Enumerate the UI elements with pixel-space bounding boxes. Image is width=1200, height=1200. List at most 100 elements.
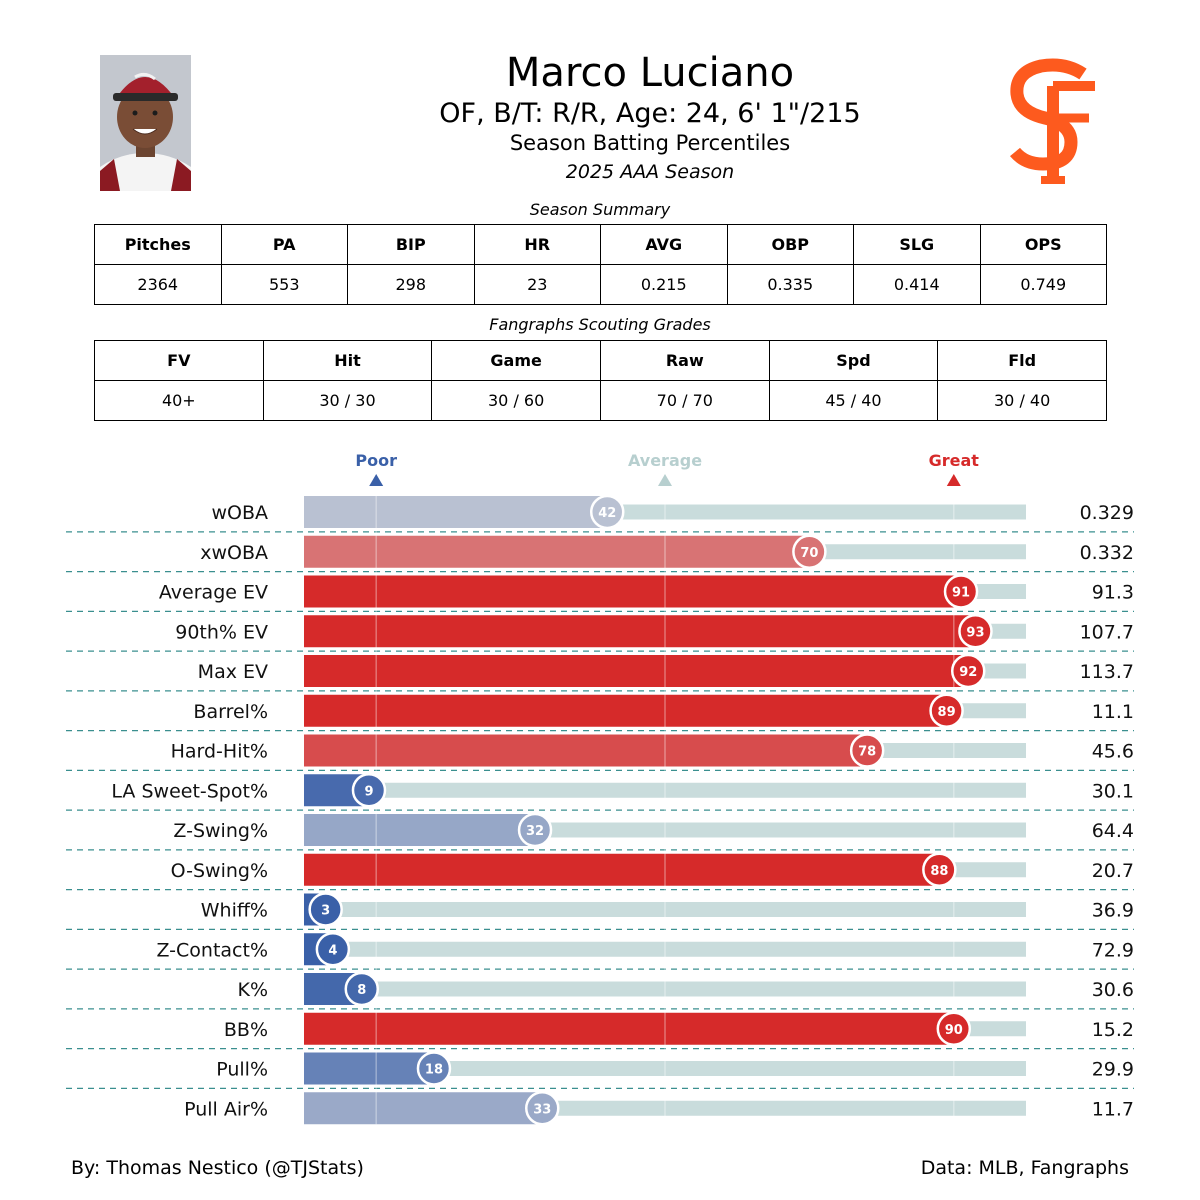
bar-track-k: [304, 981, 1026, 997]
scouting-value-spd: 45 / 40: [768, 380, 939, 421]
percentile-dot-k: [344, 971, 380, 1007]
summary-header-ops: OPS: [979, 224, 1107, 265]
summary-header-bip: BIP: [347, 224, 475, 265]
percentile-label-max-ev: 92: [959, 665, 977, 680]
bar-track-whiff: [304, 902, 1026, 917]
summary-value-bip: 298: [347, 264, 475, 305]
scouting-value-fv: 40+: [94, 380, 264, 421]
percentile-label-bb: 90: [945, 1023, 963, 1038]
season-summary-table: Pitches PA BIP HR AVG OBP SLG OPS 2364 5…: [94, 224, 1107, 305]
category-label-pull-air: Pull Air%: [184, 1098, 268, 1120]
season-summary-value-row: 2364 553 298 23 0.215 0.335 0.414 0.749: [94, 264, 1107, 305]
report-subtitle: Season Batting Percentiles: [509, 131, 791, 155]
marker-triangle-average: [658, 474, 672, 486]
scouting-value-hit: 30 / 30: [262, 380, 433, 421]
summary-value-hr: 23: [473, 264, 601, 305]
scouting-header-spd: Spd: [768, 340, 939, 381]
percentile-dot-pull: [416, 1051, 452, 1086]
stat-value-o-swing: 20.7: [1092, 860, 1134, 882]
season-summary-header-row: Pitches PA BIP HR AVG OBP SLG OPS: [94, 224, 1107, 265]
stat-value-max-ev: 113.7: [1080, 661, 1134, 683]
percentile-dot-hard-hit: [849, 733, 885, 768]
category-label-bb: BB%: [224, 1019, 268, 1041]
summary-value-pa: 553: [220, 264, 348, 305]
marker-label-great: Great: [929, 451, 980, 470]
percentile-dot-z-contact: [315, 932, 351, 967]
percentile-label-la-sweet-spot: 9: [364, 784, 373, 799]
scouting-value-fld: 30 / 40: [937, 380, 1107, 421]
bar-track-la-sweet-spot: [304, 782, 1026, 798]
percentile-dot-90th-ev: [958, 614, 993, 649]
summary-header-slg: SLG: [853, 224, 981, 265]
scouting-header-game: Game: [431, 340, 601, 381]
bar-track-pull: [304, 1061, 1026, 1076]
percentile-dot-barrel: [929, 693, 964, 728]
category-label-z-swing: Z-Swing%: [173, 820, 268, 842]
category-label-xwoba: xwOBA: [200, 542, 268, 564]
percentile-dot-pull-air: [525, 1091, 560, 1126]
data-source: Data: MLB, Fangraphs: [920, 1157, 1129, 1179]
bar-z-swing: [304, 814, 536, 846]
bar-o-swing: [304, 853, 940, 886]
scouting-header-raw: Raw: [599, 340, 770, 381]
marker-triangle-great: [946, 474, 961, 486]
summary-value-ops: 0.749: [979, 264, 1107, 305]
percentile-dot-xwoba: [792, 534, 827, 569]
category-label-whiff: Whiff%: [201, 900, 268, 922]
stat-value-barrel: 11.1: [1092, 701, 1134, 723]
season-label: 2025 AAA Season: [565, 161, 735, 183]
stat-value-k: 30.6: [1092, 979, 1134, 1001]
stat-value-90th-ev: 107.7: [1080, 621, 1134, 643]
percentile-label-woba: 42: [598, 506, 616, 521]
percentile-label-pull: 18: [425, 1063, 443, 1078]
scouting-header-row: FV Hit Game Raw Spd Fld: [94, 340, 1107, 381]
percentile-dot-bb: [936, 1011, 972, 1046]
scouting-grades-table: FV Hit Game Raw Spd Fld 40+ 30 / 30 30 /…: [94, 340, 1107, 421]
scouting-header-fv: FV: [94, 340, 264, 381]
category-label-z-contact: Z-Contact%: [156, 939, 268, 961]
percentile-dot-la-sweet-spot: [351, 773, 387, 808]
stat-value-la-sweet-spot: 30.1: [1092, 780, 1134, 802]
category-label-hard-hit: Hard-Hit%: [171, 741, 268, 763]
percentile-label-90th-ev: 93: [966, 625, 984, 640]
scouting-header-fld: Fld: [937, 340, 1107, 381]
summary-value-obp: 0.335: [726, 264, 854, 305]
bar-pull-air: [304, 1092, 543, 1125]
summary-header-pa: PA: [220, 224, 348, 265]
scouting-value-raw: 70 / 70: [599, 380, 770, 421]
bar-barrel: [304, 694, 947, 727]
summary-value-avg: 0.215: [600, 264, 728, 305]
stat-value-xwoba: 0.332: [1080, 542, 1134, 564]
scouting-grades-caption: Fangraphs Scouting Grades: [489, 315, 711, 334]
summary-header-pitches: Pitches: [94, 224, 222, 265]
percentile-dot-max-ev: [950, 653, 986, 689]
stat-value-woba: 0.329: [1080, 502, 1134, 524]
player-name: Marco Luciano: [505, 50, 795, 96]
scouting-value-game: 30 / 60: [431, 380, 601, 421]
stat-value-pull-air: 11.7: [1092, 1098, 1134, 1120]
scouting-value-row: 40+ 30 / 30 30 / 60 70 / 70 45 / 40 30 /…: [94, 380, 1107, 421]
category-label-90th-ev: 90th% EV: [175, 621, 268, 643]
percentile-label-xwoba: 70: [800, 546, 818, 561]
stat-value-z-swing: 64.4: [1092, 820, 1134, 842]
percentile-bar-chart: Poor Average Great wOBA 0.329 xwOBA 0.332 Avera…: [66, 451, 1134, 1126]
category-label-la-sweet-spot: LA Sweet-Spot%: [111, 780, 268, 802]
percentile-label-z-contact: 4: [328, 943, 337, 958]
marker-label-average: Average: [628, 451, 702, 470]
percentile-dot-z-swing: [517, 812, 553, 848]
scouting-header-hit: Hit: [262, 340, 433, 381]
bar-xwoba: [304, 535, 810, 568]
category-label-average-ev: Average EV: [159, 582, 268, 604]
bar-hard-hit: [304, 734, 868, 767]
giants-sf-logo-icon: [1003, 56, 1103, 188]
stat-value-hard-hit: 45.6: [1092, 741, 1134, 763]
percentile-label-barrel: 89: [938, 705, 956, 720]
percentile-label-pull-air: 33: [533, 1102, 551, 1117]
category-label-k: K%: [237, 979, 268, 1001]
percentile-label-o-swing: 88: [930, 864, 948, 879]
player-headshot: [100, 55, 191, 191]
summary-header-obp: OBP: [726, 224, 854, 265]
percentile-label-whiff: 3: [321, 904, 330, 919]
category-label-barrel: Barrel%: [193, 701, 268, 723]
category-label-woba: wOBA: [211, 502, 268, 524]
